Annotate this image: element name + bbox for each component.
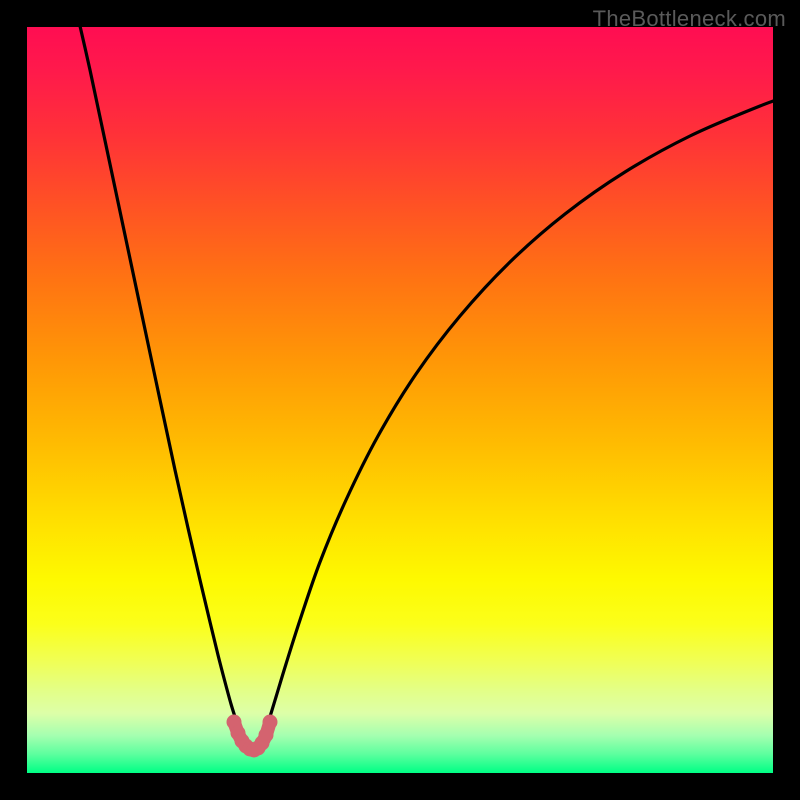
watermark-text: TheBottleneck.com bbox=[593, 6, 786, 32]
chart-container: { "watermark": "TheBottleneck.com", "can… bbox=[0, 0, 800, 800]
chart-svg bbox=[0, 0, 800, 800]
